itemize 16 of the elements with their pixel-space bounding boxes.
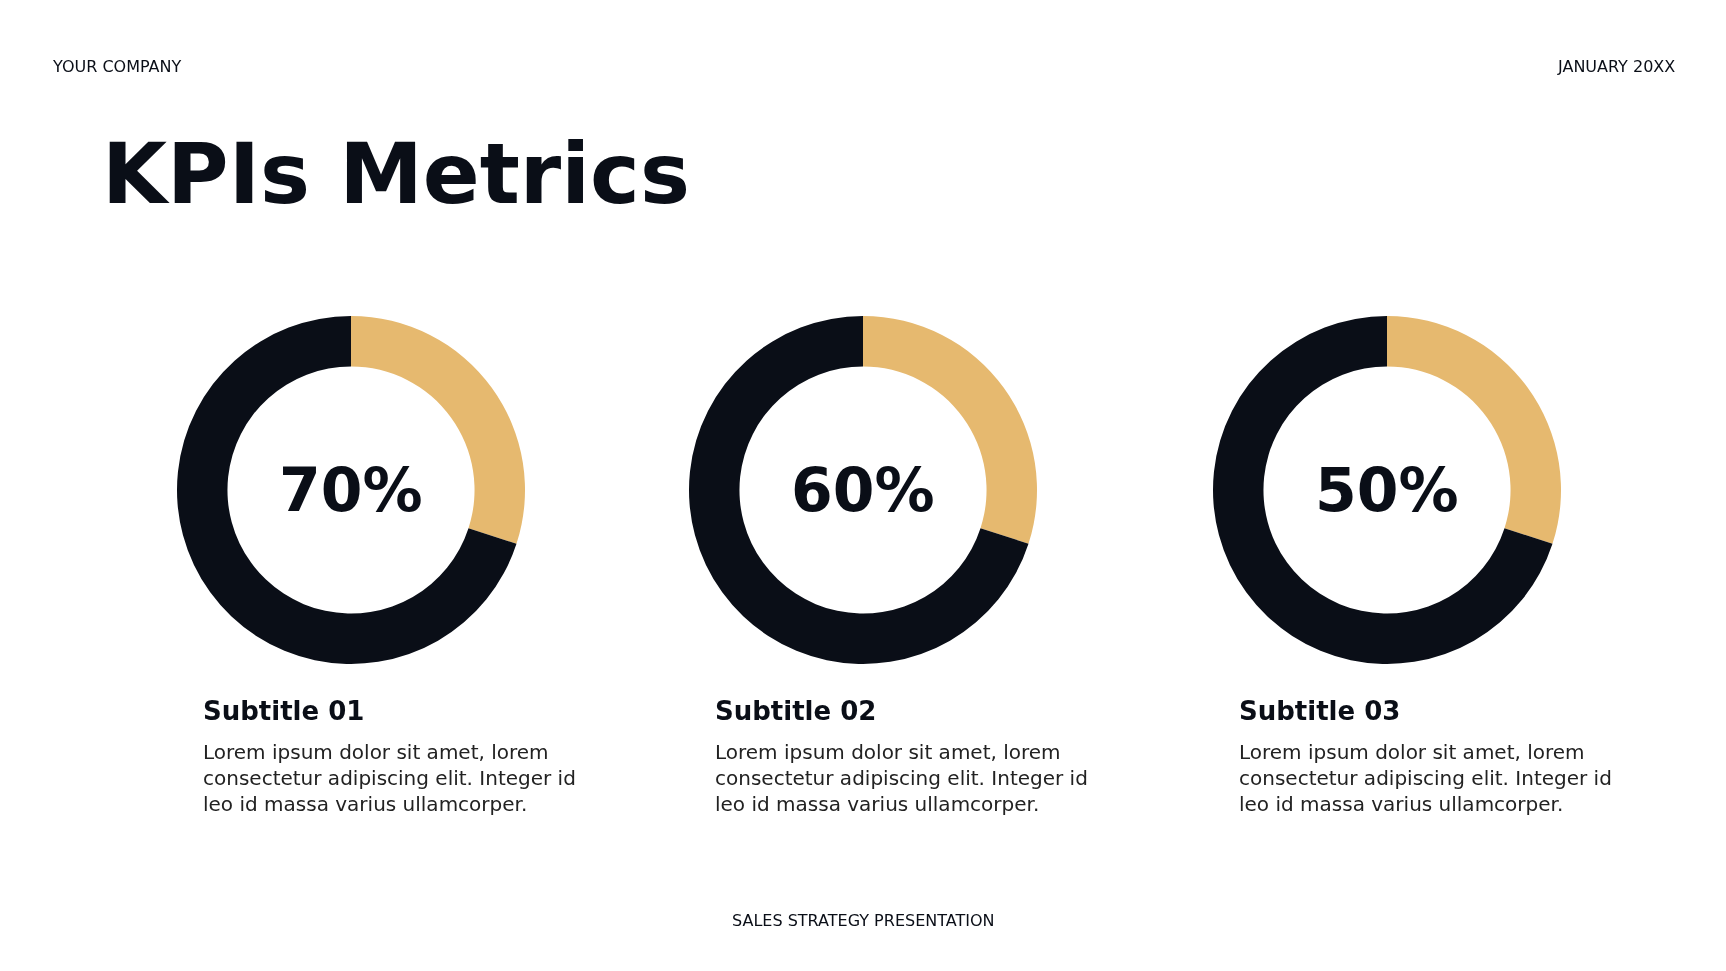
text: 60% (791, 455, 935, 525)
text: Subtitle 01 (203, 696, 365, 726)
text: KPIs Metrics (102, 125, 690, 223)
text: Subtitle 03 (1239, 696, 1401, 726)
text: Lorem ipsum dolor sit amet, lorem consectetur adipiscing elit. Integer id leo id massa varius ullamcorper. (715, 740, 1088, 816)
text: YOUR COMPANY (52, 57, 182, 76)
text: 50% (1315, 455, 1459, 525)
text: JANUARY 20XX (1557, 57, 1676, 76)
text: Lorem ipsum dolor sit amet, lorem consectetur adipiscing elit. Integer id leo id massa varius ullamcorper. (1239, 740, 1612, 816)
donut-slice (177, 316, 517, 664)
text: Lorem ipsum dolor sit amet, lorem consectetur adipiscing elit. Integer id leo id massa varius ullamcorper. (203, 740, 576, 816)
text: SALES STRATEGY PRESENTATION (732, 911, 995, 930)
donut-slice (1213, 316, 1553, 664)
donut-slice (689, 316, 1029, 664)
text: Subtitle 02 (715, 696, 877, 726)
text: 70% (279, 455, 423, 525)
